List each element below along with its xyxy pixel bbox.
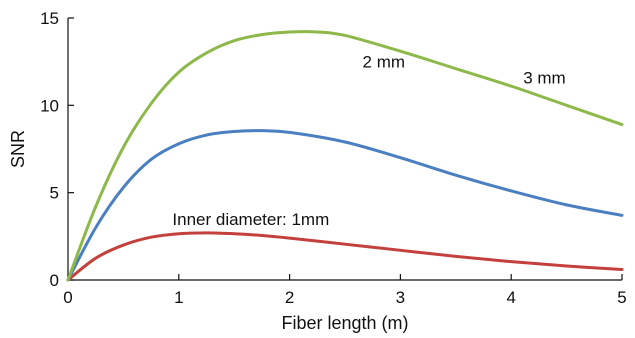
x-tick-label: 1 bbox=[174, 288, 183, 307]
series-label: 3 mm bbox=[523, 68, 566, 87]
y-tick-label: 15 bbox=[40, 9, 59, 28]
x-tick-label: 0 bbox=[63, 288, 72, 307]
x-tick-label: 3 bbox=[396, 288, 405, 307]
series-line-3-mm bbox=[66, 30, 624, 282]
series-label: Inner diameter: 1mm bbox=[172, 210, 329, 229]
plot-frame bbox=[67, 18, 622, 281]
y-axis-ticks: 0 5 10 15 bbox=[40, 9, 74, 290]
y-axis-title: SNR bbox=[8, 130, 28, 168]
y-tick-label: 10 bbox=[40, 96, 59, 115]
x-tick-label: 2 bbox=[285, 288, 294, 307]
x-axis-ticks: 0 1 2 3 4 5 bbox=[63, 274, 627, 307]
x-axis-title: Fiber length (m) bbox=[281, 313, 408, 333]
y-tick-label: 0 bbox=[50, 271, 59, 290]
x-tick-label: 4 bbox=[506, 288, 515, 307]
series-line-2-mm bbox=[66, 129, 624, 282]
series-label: 2 mm bbox=[363, 53, 406, 72]
annotation-layer: Inner diameter: 1mm 2 mm 3 mm bbox=[172, 53, 565, 229]
y-tick-label: 5 bbox=[50, 184, 59, 203]
x-tick-label: 5 bbox=[617, 288, 626, 307]
series-layer bbox=[66, 30, 624, 282]
series-line-inner-diameter-1mm bbox=[66, 231, 624, 282]
